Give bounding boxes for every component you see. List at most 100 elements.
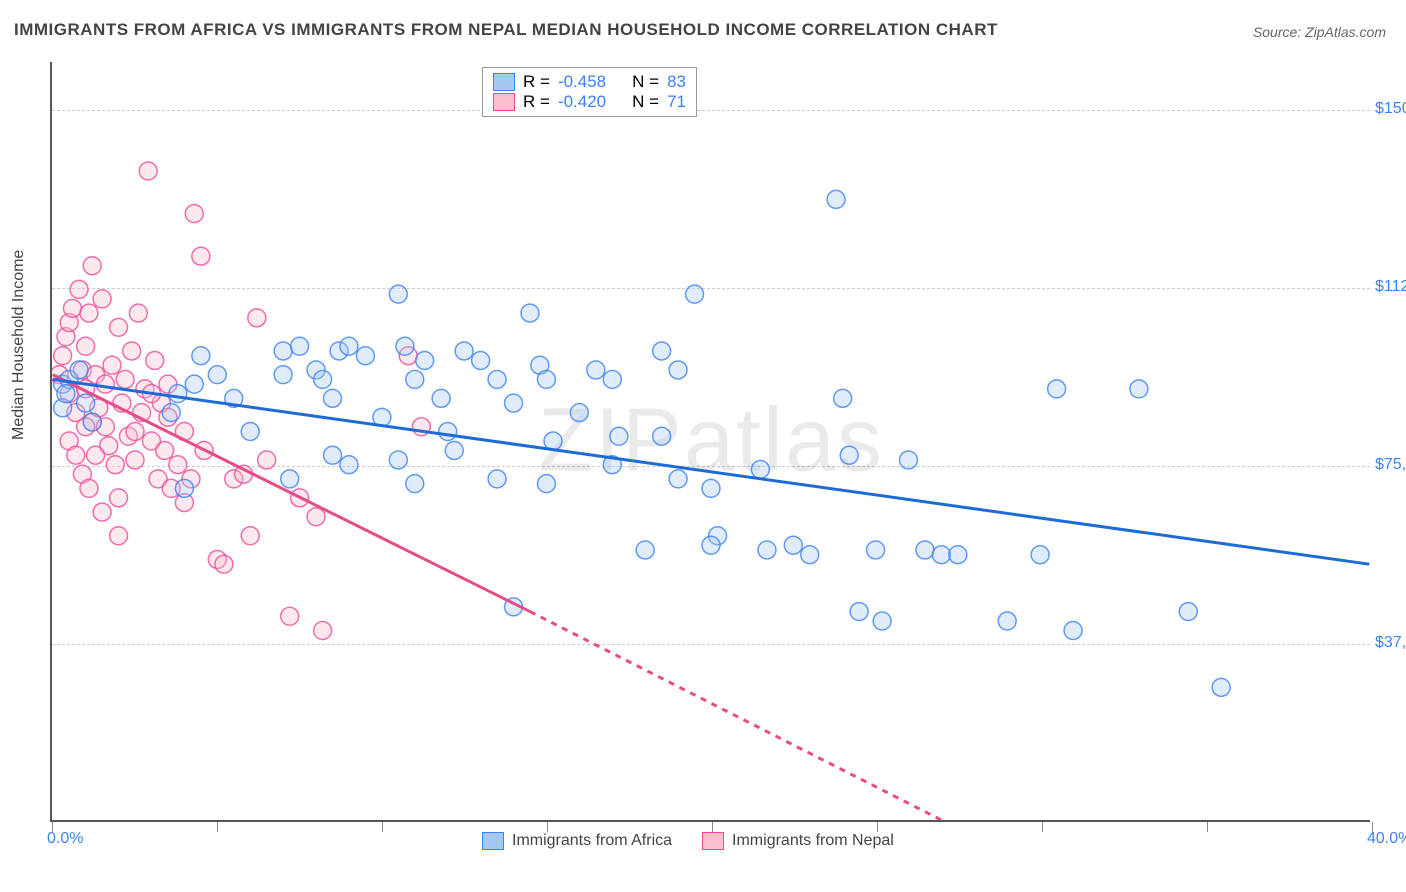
scatter-point: [1130, 380, 1148, 398]
scatter-point: [281, 607, 299, 625]
n-label: N =: [632, 92, 659, 112]
x-tick-mark: [382, 822, 383, 832]
scatter-point: [610, 427, 628, 445]
scatter-point: [324, 446, 342, 464]
swatch-nepal-icon: [702, 832, 724, 850]
scatter-point: [83, 257, 101, 275]
scatter-point: [669, 361, 687, 379]
scatter-point: [850, 603, 868, 621]
scatter-point: [916, 541, 934, 559]
scatter-point: [258, 451, 276, 469]
scatter-point: [139, 162, 157, 180]
scatter-point: [1179, 603, 1197, 621]
scatter-point: [77, 337, 95, 355]
scatter-point: [307, 508, 325, 526]
y-tick-label: $150,000: [1375, 100, 1406, 118]
scatter-point: [215, 555, 233, 573]
scatter-point: [274, 366, 292, 384]
scatter-point: [185, 205, 203, 223]
scatter-point: [949, 546, 967, 564]
y-tick-label: $37,500: [1375, 634, 1406, 652]
scatter-point: [702, 536, 720, 554]
scatter-point: [505, 394, 523, 412]
scatter-point: [998, 612, 1016, 630]
scatter-point: [169, 456, 187, 474]
scatter-point: [116, 370, 134, 388]
scatter-point: [1048, 380, 1066, 398]
scatter-point: [1031, 546, 1049, 564]
scatter-point: [96, 375, 114, 393]
scatter-point: [77, 394, 95, 412]
scatter-point: [93, 503, 111, 521]
scatter-point: [389, 451, 407, 469]
scatter-point: [110, 318, 128, 336]
scatter-point: [686, 285, 704, 303]
scatter-point: [314, 370, 332, 388]
scatter-point: [87, 446, 105, 464]
legend-item-nepal: Immigrants from Nepal: [702, 832, 894, 850]
scatter-point: [867, 541, 885, 559]
scatter-point: [324, 389, 342, 407]
scatter-point: [123, 342, 141, 360]
trend-line: [530, 612, 941, 820]
scatter-point: [241, 527, 259, 545]
scatter-point: [57, 385, 75, 403]
scatter-point: [93, 290, 111, 308]
scatter-point: [416, 351, 434, 369]
scatter-point: [396, 337, 414, 355]
scatter-point: [83, 413, 101, 431]
legend-row-africa: R = -0.458 N = 83: [493, 72, 686, 92]
scatter-point: [472, 351, 490, 369]
x-tick-mark: [712, 822, 713, 832]
scatter-point: [185, 375, 203, 393]
scatter-point: [801, 546, 819, 564]
scatter-point: [169, 385, 187, 403]
scatter-point: [827, 190, 845, 208]
scatter-point: [356, 347, 374, 365]
scatter-point: [406, 370, 424, 388]
scatter-point: [873, 612, 891, 630]
scatter-point: [784, 536, 802, 554]
n-value: 71: [667, 92, 686, 112]
scatter-point: [70, 361, 88, 379]
swatch-nepal-icon: [493, 93, 515, 111]
plot-area: ZIPatlas R = -0.458 N = 83 R = -0.420 N …: [50, 62, 1370, 822]
scatter-point: [932, 546, 950, 564]
scatter-point: [126, 423, 144, 441]
scatter-svg: [52, 62, 1370, 820]
legend-item-africa: Immigrants from Africa: [482, 832, 672, 850]
scatter-point: [406, 475, 424, 493]
scatter-point: [162, 404, 180, 422]
scatter-point: [1212, 678, 1230, 696]
scatter-point: [281, 470, 299, 488]
scatter-point: [432, 389, 450, 407]
scatter-point: [537, 370, 555, 388]
scatter-point: [488, 470, 506, 488]
scatter-point: [208, 366, 226, 384]
x-tick-label: 0.0%: [47, 830, 83, 848]
scatter-point: [840, 446, 858, 464]
r-value: -0.458: [558, 72, 606, 92]
scatter-point: [653, 427, 671, 445]
swatch-africa-icon: [493, 73, 515, 91]
legend-label: Immigrants from Nepal: [732, 832, 894, 850]
y-tick-label: $112,500: [1375, 278, 1406, 296]
scatter-point: [70, 280, 88, 298]
x-tick-mark: [217, 822, 218, 832]
series-legend: Immigrants from Africa Immigrants from N…: [482, 832, 894, 850]
x-tick-label: 40.0%: [1367, 830, 1406, 848]
scatter-point: [340, 337, 358, 355]
scatter-point: [455, 342, 473, 360]
scatter-point: [110, 527, 128, 545]
scatter-point: [521, 304, 539, 322]
n-value: 83: [667, 72, 686, 92]
x-tick-mark: [547, 822, 548, 832]
y-tick-label: $75,000: [1375, 456, 1406, 474]
scatter-point: [1064, 622, 1082, 640]
scatter-point: [80, 304, 98, 322]
scatter-point: [751, 460, 769, 478]
scatter-point: [64, 299, 82, 317]
legend-row-nepal: R = -0.420 N = 71: [493, 92, 686, 112]
correlation-legend: R = -0.458 N = 83 R = -0.420 N = 71: [482, 67, 697, 117]
scatter-point: [291, 337, 309, 355]
